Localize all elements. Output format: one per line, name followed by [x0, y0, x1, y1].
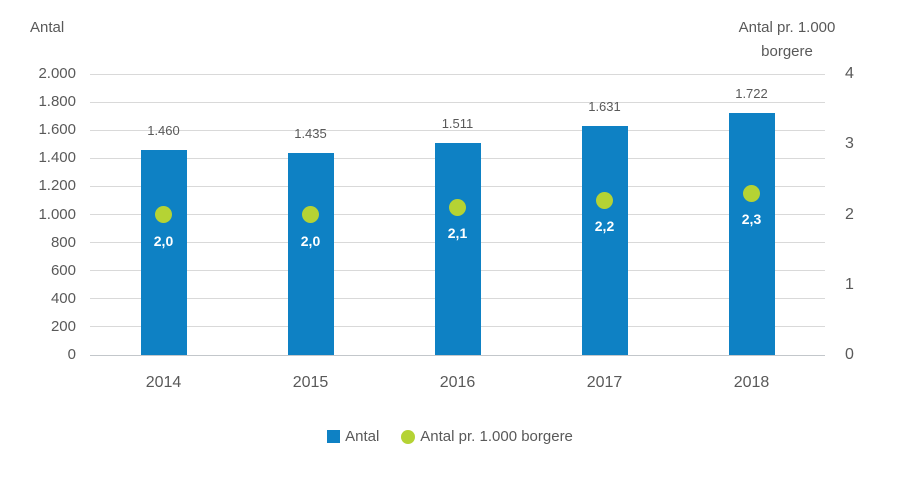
bar-antal	[728, 113, 775, 355]
category-label: 2015	[292, 374, 329, 391]
left-axis-tick-label: 2.000	[38, 65, 76, 82]
bar-value-label: 1.460	[147, 122, 180, 138]
right-axis-tick-label: 2	[845, 205, 854, 223]
gridline	[90, 73, 825, 75]
legend-label-antal-pr-1000-borgere: Antal pr. 1.000 borgere	[420, 428, 573, 445]
legend-label-antal: Antal	[345, 428, 380, 445]
left-axis-tick-label: 800	[50, 233, 76, 251]
right-axis-tick-label: 3	[845, 135, 854, 153]
legend-item-antal-pr-1000-borgere: Antal pr. 1.000 borgere	[401, 428, 573, 445]
left-axis-tick-label: 400	[50, 289, 76, 307]
right-axis-tick-label: 0	[845, 346, 854, 363]
legend-item-antal: Antal	[327, 428, 379, 445]
x-axis-line	[90, 354, 825, 356]
bar-antal	[434, 142, 481, 355]
point-value-label: 2,0	[153, 232, 174, 249]
point-marker-antal-pr-1000-borgere	[155, 206, 172, 223]
legend: Antal Antal pr. 1.000 borgere	[0, 428, 900, 445]
point-value-label: 2,1	[447, 225, 468, 242]
category-label: 2018	[733, 374, 770, 391]
right-axis-title: Antal pr. 1.000 borgere	[738, 19, 836, 60]
left-axis-tick-label: 1.400	[38, 149, 76, 167]
legend-square-marker-icon	[327, 430, 341, 443]
point-marker-antal-pr-1000-borgere	[596, 191, 613, 209]
bar-value-label: 1.511	[441, 115, 474, 131]
gridline	[90, 101, 825, 103]
bar-value-label: 1.435	[294, 126, 327, 142]
left-axis-tick-label: 1.800	[38, 93, 76, 111]
point-value-label: 2,2	[594, 218, 615, 235]
left-axis-title: Antal	[30, 19, 65, 36]
left-axis-tick-label: 1.000	[38, 205, 76, 223]
left-axis-tick-label: 1.200	[38, 177, 76, 195]
right-axis-tick-label: 1	[845, 275, 854, 293]
right-axis-tick-label: 4	[845, 65, 854, 82]
gridline	[90, 129, 825, 131]
bar-antal	[140, 149, 187, 355]
point-marker-antal-pr-1000-borgere	[743, 184, 760, 202]
bar-antal	[287, 153, 334, 355]
category-label: 2017	[586, 374, 623, 391]
bar-value-label: 1.631	[588, 98, 621, 114]
legend-circle-marker-icon	[401, 429, 416, 444]
point-marker-antal-pr-1000-borgere	[449, 198, 466, 216]
left-axis-tick-label: 600	[50, 261, 76, 279]
left-axis-tick-label: 200	[50, 317, 76, 335]
category-label: 2014	[145, 374, 182, 391]
bar-antal	[581, 125, 628, 355]
point-marker-antal-pr-1000-borgere	[302, 206, 319, 223]
left-axis-tick-label: 1.600	[38, 121, 76, 139]
point-value-label: 2,0	[300, 232, 321, 249]
point-value-label: 2,3	[741, 211, 762, 228]
left-axis-tick-label: 0	[67, 346, 76, 363]
category-label: 2016	[439, 374, 476, 391]
bar-value-label: 1.722	[735, 86, 768, 102]
